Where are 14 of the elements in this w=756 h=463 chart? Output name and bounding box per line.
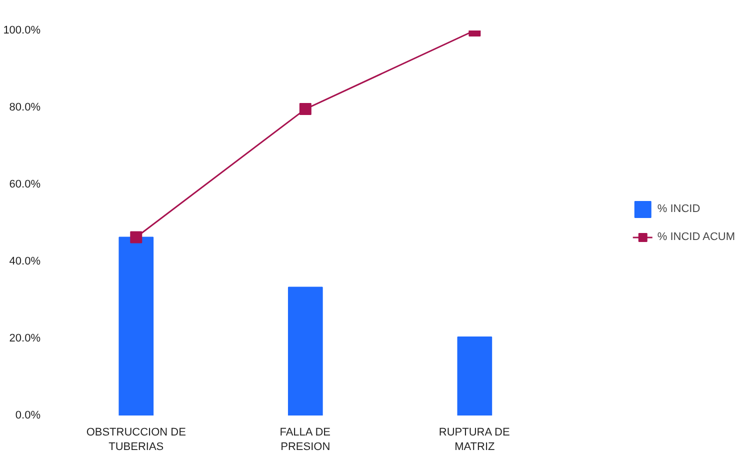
- legend-label: % INCID ACUM: [657, 230, 735, 242]
- bar: [457, 336, 492, 416]
- x-tick-label: OBSTRUCCION DE TUBERIAS: [86, 426, 186, 453]
- x-tick-label: FALLA DE PRESION: [280, 426, 330, 453]
- y-tick-label: 100.0%: [3, 24, 41, 36]
- legend-label: % INCID: [657, 202, 700, 214]
- bar: [288, 286, 323, 416]
- y-tick-label: 40.0%: [9, 256, 41, 268]
- y-tick-label: 60.0%: [9, 178, 41, 190]
- y-tick-label: 0.0%: [15, 410, 41, 422]
- bar: [118, 236, 154, 416]
- y-tick-label: 20.0%: [9, 332, 41, 344]
- x-tick-label: RUPTURA DE MATRIZ: [438, 426, 510, 453]
- y-tick-label: 80.0%: [9, 102, 41, 114]
